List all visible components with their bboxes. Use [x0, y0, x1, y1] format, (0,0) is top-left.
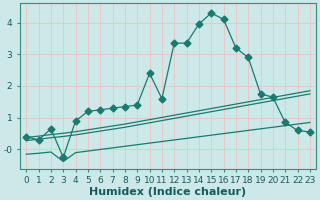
- X-axis label: Humidex (Indice chaleur): Humidex (Indice chaleur): [90, 187, 247, 197]
